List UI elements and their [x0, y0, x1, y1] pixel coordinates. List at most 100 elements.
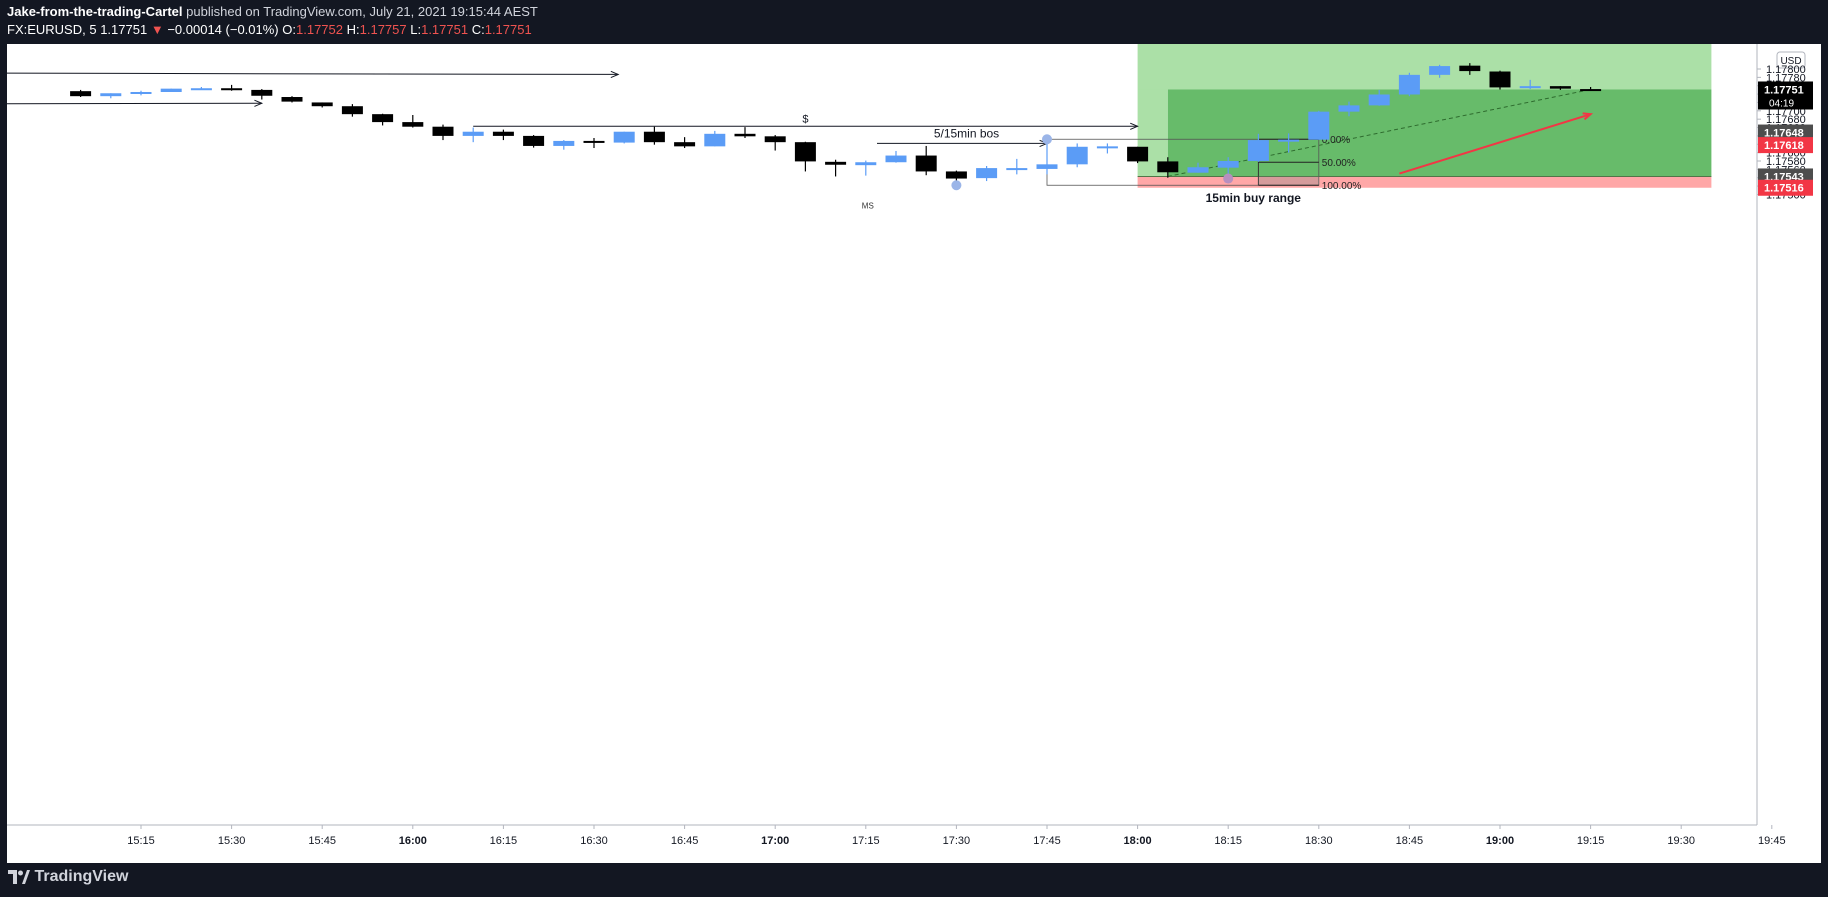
candle[interactable]: [825, 159, 847, 177]
candle[interactable]: [643, 126, 665, 145]
candle[interactable]: [492, 129, 514, 141]
footer: TradingView: [0, 863, 1828, 897]
candle-body: [523, 135, 545, 146]
candle[interactable]: [432, 124, 454, 141]
candle[interactable]: [523, 135, 545, 148]
time-tick-label: 17:30: [943, 835, 971, 847]
time-axis[interactable]: [7, 825, 1757, 863]
take-profit-zone[interactable]: [1137, 44, 1712, 90]
candle[interactable]: [1096, 143, 1118, 154]
chart-header: Jake-from-the-trading-Cartel published o…: [0, 0, 1828, 44]
price-tick-label: 1.17780: [1766, 72, 1806, 84]
candle[interactable]: [1247, 133, 1269, 162]
candle[interactable]: [1580, 86, 1602, 92]
candle[interactable]: [794, 141, 816, 172]
candle[interactable]: [553, 140, 575, 150]
candle-body: [70, 91, 92, 97]
candle-body: [704, 133, 726, 147]
trend-arrow-top[interactable]: [6, 72, 619, 75]
candle[interactable]: [372, 113, 394, 126]
candle[interactable]: [1429, 64, 1451, 78]
price-badge[interactable]: [1758, 179, 1813, 196]
candle-body: [1368, 94, 1390, 106]
candle[interactable]: [281, 96, 303, 103]
candle[interactable]: [1006, 158, 1028, 175]
price-chart[interactable]: $5/15min bos MS 0.00% 50.00% 100.00% 15min bu…: [6, 44, 1821, 863]
candle[interactable]: [311, 102, 333, 108]
candle[interactable]: [1459, 63, 1481, 75]
time-tick-label: 17:00: [761, 835, 789, 847]
candle[interactable]: [190, 86, 212, 91]
time-tick-label: 17:45: [1033, 835, 1061, 847]
ohlc-line: FX:EURUSD, 5 1.17751 ▼ −0.00014 (−0.01%)…: [7, 22, 532, 37]
tradingview-brand[interactable]: TradingView: [8, 868, 128, 886]
candle-body: [1187, 167, 1209, 173]
candle[interactable]: [764, 135, 786, 151]
entry-profit-zone[interactable]: [1167, 89, 1712, 177]
chart-area[interactable]: $5/15min bos MS 0.00% 50.00% 100.00% 15min bu…: [6, 44, 1821, 868]
candle[interactable]: [976, 166, 998, 182]
candle[interactable]: [70, 89, 92, 98]
candle[interactable]: [1036, 139, 1058, 175]
candle-body: [402, 122, 424, 127]
symbol-label[interactable]: FX:EURUSD, 5: [7, 22, 97, 37]
candle[interactable]: [251, 89, 273, 100]
candle-body: [583, 140, 605, 143]
candle-body: [281, 97, 303, 102]
swing-low-marker[interactable]: [951, 180, 962, 191]
candle[interactable]: [915, 145, 937, 176]
candle[interactable]: [1278, 133, 1300, 153]
candle[interactable]: [1187, 162, 1209, 173]
candle[interactable]: [1368, 89, 1390, 106]
fib-shade: [1258, 176, 1319, 186]
candle[interactable]: [734, 127, 756, 138]
price-badge[interactable]: [1758, 137, 1813, 154]
time-tick-label: 16:15: [490, 835, 518, 847]
close-value: 1.17751: [484, 22, 532, 37]
price-badge[interactable]: [1758, 124, 1813, 141]
price-badge[interactable]: [1758, 81, 1813, 110]
time-tick-label: 18:45: [1396, 835, 1424, 847]
candle-body: [1549, 86, 1571, 89]
candle[interactable]: [674, 137, 696, 149]
candle[interactable]: [885, 150, 907, 163]
candle-body: [341, 106, 363, 115]
candle[interactable]: [1127, 146, 1149, 164]
candle[interactable]: [1217, 157, 1239, 176]
candle[interactable]: [704, 130, 726, 147]
candle[interactable]: [100, 93, 122, 99]
candle[interactable]: [1157, 157, 1179, 178]
candle[interactable]: [221, 84, 243, 91]
price-tick-label: 1.17580: [1766, 156, 1806, 168]
time-tick-label: 19:15: [1577, 835, 1605, 847]
candle[interactable]: [583, 137, 605, 149]
entry-marker[interactable]: [1223, 173, 1234, 184]
candle[interactable]: [1519, 79, 1541, 90]
candle[interactable]: [1549, 86, 1571, 90]
target-arrow[interactable]: [1399, 113, 1591, 175]
currency-badge[interactable]: [1776, 51, 1806, 69]
candle[interactable]: [1308, 110, 1330, 140]
swing-high-marker[interactable]: [1042, 134, 1052, 145]
candle[interactable]: [1489, 70, 1511, 90]
candle-body: [462, 131, 484, 136]
candle[interactable]: [1398, 72, 1420, 97]
candle[interactable]: [613, 131, 635, 144]
candle[interactable]: [462, 127, 484, 143]
candle-body: [1127, 146, 1149, 162]
candle-body: [1157, 161, 1179, 173]
candle[interactable]: [402, 114, 424, 128]
tradingview-logo-icon: [8, 869, 30, 884]
candle-body: [251, 89, 273, 96]
publisher-name[interactable]: Jake-from-the-trading-Cartel: [7, 4, 183, 19]
change-down-icon: ▼: [150, 22, 164, 37]
candle[interactable]: [1338, 101, 1360, 117]
candle[interactable]: [855, 160, 877, 176]
price-badge-label: 1.17618: [1764, 140, 1804, 152]
candle[interactable]: [1066, 143, 1088, 168]
stop-loss-zone[interactable]: [1137, 176, 1712, 188]
candle[interactable]: [160, 88, 182, 92]
candle[interactable]: [130, 90, 152, 96]
brand-name: TradingView: [34, 868, 129, 885]
candle[interactable]: [341, 104, 363, 117]
